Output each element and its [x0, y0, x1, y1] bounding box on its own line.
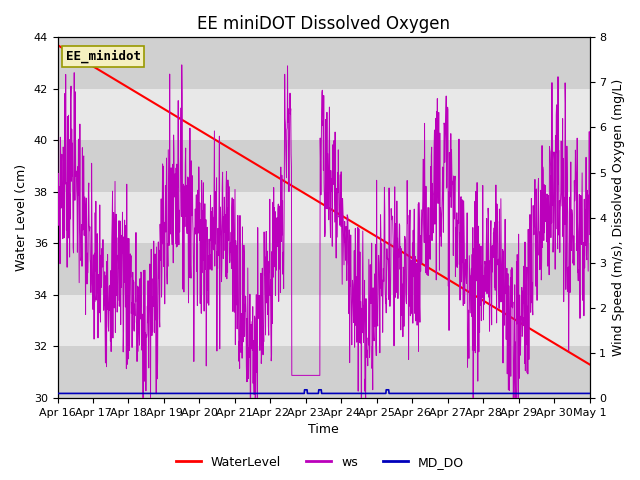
- Bar: [58, 243, 589, 295]
- Bar: [58, 295, 589, 347]
- Text: EE_minidot: EE_minidot: [65, 50, 141, 63]
- X-axis label: Time: Time: [308, 423, 339, 436]
- Legend: WaterLevel, ws, MD_DO: WaterLevel, ws, MD_DO: [171, 451, 469, 474]
- Y-axis label: Water Level (cm): Water Level (cm): [15, 164, 28, 271]
- Bar: [58, 140, 589, 192]
- Bar: [58, 37, 589, 89]
- Title: EE miniDOT Dissolved Oxygen: EE miniDOT Dissolved Oxygen: [197, 15, 450, 33]
- Bar: [58, 347, 589, 398]
- Bar: [58, 192, 589, 243]
- Y-axis label: Wind Speed (m/s), Dissolved Oxygen (mg/L): Wind Speed (m/s), Dissolved Oxygen (mg/L…: [612, 79, 625, 356]
- Bar: [58, 89, 589, 140]
